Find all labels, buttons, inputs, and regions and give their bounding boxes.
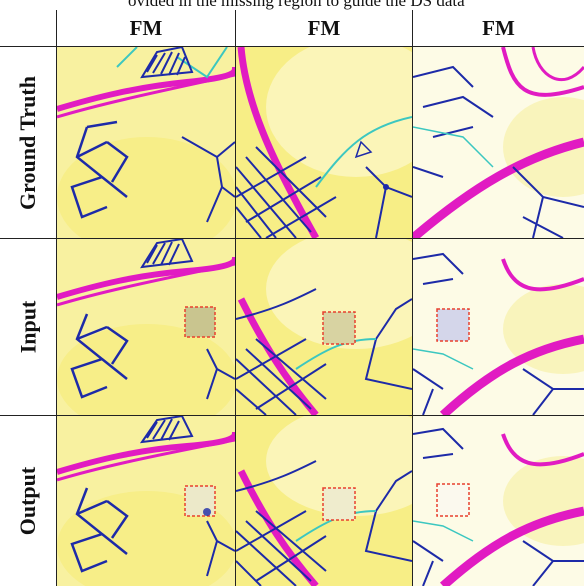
map-input-2 (236, 239, 412, 415)
figure-grid: FM FM FM Ground Truth Input Output (0, 10, 584, 586)
map-ground-truth-1 (57, 47, 235, 238)
map-output-1 (57, 416, 235, 586)
grid-line (0, 415, 584, 416)
grid-line (0, 238, 584, 239)
column-header-1: FM (129, 15, 163, 40)
map-input-3 (413, 239, 584, 415)
column-header-2: FM (307, 15, 341, 40)
row-header-output: Output (15, 466, 41, 536)
grid-line (235, 10, 236, 586)
column-header-3: FM (482, 15, 515, 40)
map-ground-truth-2 (236, 47, 412, 238)
map-output-3 (413, 416, 584, 586)
map-input-1 (57, 239, 235, 415)
grid-line (0, 46, 584, 47)
grid-line (56, 10, 57, 586)
grid-line (412, 10, 413, 586)
caption-text: ovided in the missing region to guide th… (128, 0, 465, 10)
map-output-2 (236, 416, 412, 586)
caption-fragment: ovided in the missing region to guide th… (0, 0, 584, 10)
row-header-ground-truth: Ground Truth (15, 75, 41, 210)
map-ground-truth-3 (413, 47, 584, 238)
row-header-input: Input (15, 300, 40, 354)
